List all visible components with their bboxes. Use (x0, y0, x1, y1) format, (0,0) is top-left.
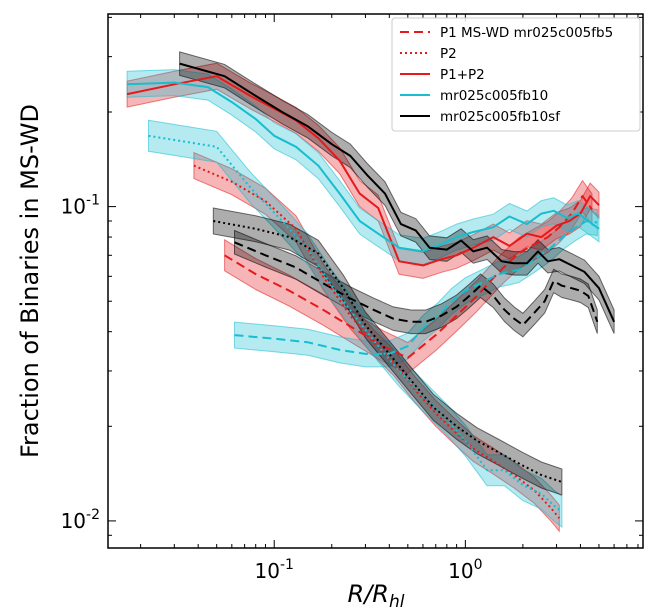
y-axis-label: Fraction of Binaries in MS-WD (16, 104, 44, 458)
line-mr025c005fb10 (127, 81, 600, 253)
series-lines (126, 62, 616, 519)
plot-frame (107, 13, 644, 549)
legend-label: mr025c005fb10sf (440, 109, 561, 125)
band-mr025c005fb10sf (179, 51, 615, 334)
axis-ticks: 10-1 100 10-2 10-1 (61, 14, 643, 583)
band-unnamed-17becf-dotted-4 (148, 119, 563, 529)
y-tick-label: 10-1 (61, 193, 100, 219)
line-unnamed-17becf-dotted-4 (148, 134, 563, 513)
y-tick-label: 10-2 (61, 507, 100, 533)
band-mr025c005fb10 (126, 69, 600, 266)
line-mr025c005fb10sf (179, 62, 616, 323)
legend-label: mr025c005fb10 (440, 88, 548, 104)
legend-label: P1 MS-WD mr025c005fb5 (440, 25, 613, 41)
legend-box (391, 17, 641, 132)
line-p1-p2 (126, 75, 600, 267)
x-tick-label: 100 (448, 557, 482, 583)
band-unnamed-000000-dashed-2 (234, 229, 598, 338)
x-tick-label: 10-1 (255, 557, 294, 583)
legend-label: P1+P2 (440, 67, 485, 83)
legend-label: P2 (440, 46, 457, 62)
line-unnamed-17becf-dashed-1 (234, 220, 598, 355)
legend: P1 MS-WD mr025c005fb5 P2 P1+P2 mr025c005fb1… (391, 17, 641, 132)
x-axis-label: R/Rhl (348, 580, 405, 610)
line-unnamed-000000-dotted-5 (213, 220, 563, 483)
